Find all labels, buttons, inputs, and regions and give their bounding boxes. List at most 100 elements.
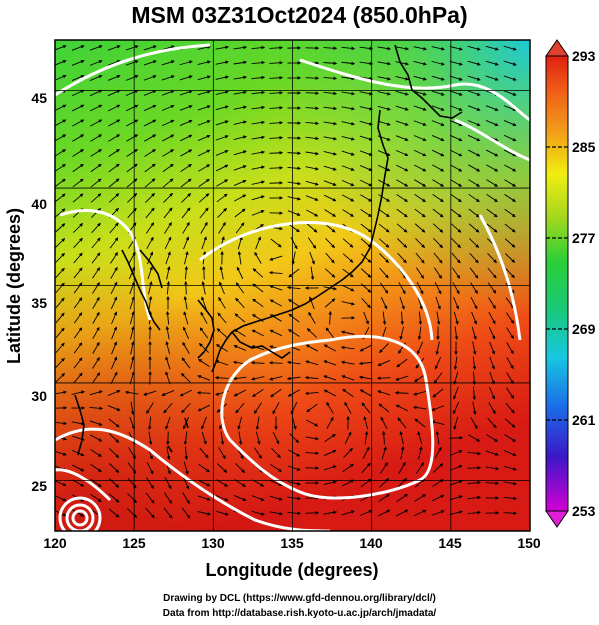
streamline-arrow: [127, 492, 137, 504]
streamline-arrow: [342, 253, 354, 263]
streamline-arrow: [503, 149, 517, 157]
streamline-arrow: [469, 238, 480, 248]
streamline-arrow: [323, 194, 337, 202]
streamline-arrow: [125, 60, 139, 66]
streamline-arrow: [55, 238, 66, 248]
streamline-arrow: [453, 296, 460, 310]
streamline-arrow: [108, 149, 120, 157]
streamline-arrow: [165, 416, 171, 430]
streamline-arrow: [90, 193, 102, 203]
streamline-arrow: [146, 251, 154, 265]
streamline-arrow: [254, 402, 262, 414]
streamline-arrow: [91, 267, 101, 279]
streamline-arrow: [417, 326, 422, 341]
streamline-arrow: [107, 75, 121, 81]
streamline-arrow: [235, 297, 245, 309]
streamline-arrow: [270, 464, 282, 472]
streamline-arrow: [269, 511, 283, 516]
streamline-arrow: [72, 119, 85, 127]
streamline-arrow: [359, 120, 373, 126]
streamline-arrow: [503, 60, 517, 66]
streamline-arrow: [290, 237, 298, 250]
streamline-arrow: [143, 75, 157, 81]
streamline-arrow: [485, 120, 499, 127]
streamline-arrow: [55, 357, 65, 369]
streamline-arrow: [90, 149, 102, 157]
streamline-arrow: [398, 282, 406, 295]
temperature-field: [55, 40, 530, 531]
streamline-arrow: [341, 375, 355, 381]
streamline-arrow: [305, 166, 319, 171]
streamline-arrow: [450, 208, 462, 218]
streamline-arrow: [397, 252, 407, 264]
y-axis-label: Latitude (degrees): [4, 208, 24, 364]
streamline-arrow: [342, 268, 354, 278]
streamline-arrow: [451, 267, 461, 279]
streamline-arrow: [413, 135, 427, 142]
streamline-arrow: [233, 389, 246, 397]
colorbar-label: 253: [572, 503, 596, 519]
streamline-arrow: [161, 390, 175, 396]
streamline-arrow: [198, 358, 210, 368]
streamline-arrow: [449, 510, 463, 516]
streamline-arrow: [197, 105, 211, 111]
streamline-arrow: [73, 237, 83, 249]
streamline-arrow: [233, 90, 247, 95]
streamline-arrow: [360, 283, 372, 293]
streamline-arrow: [55, 178, 66, 188]
streamline-arrow: [179, 134, 193, 142]
streamline-arrow: [324, 223, 336, 233]
streamline-arrow: [215, 510, 229, 516]
streamline-arrow: [55, 267, 65, 279]
streamline-arrow: [414, 223, 426, 233]
streamline-arrow: [182, 326, 189, 340]
streamline-arrow: [364, 430, 369, 445]
streamline-arrow: [55, 223, 66, 233]
streamline-arrow: [287, 196, 301, 201]
streamline-arrow: [396, 223, 408, 233]
streamline-arrow: [341, 165, 355, 171]
streamline-arrow: [376, 376, 391, 380]
streamline-arrow: [250, 361, 265, 365]
streamline-arrow: [324, 209, 337, 217]
streamline-arrow: [269, 329, 283, 337]
streamline-arrow: [304, 391, 319, 396]
streamline-arrow: [55, 312, 65, 324]
streamline-arrow: [400, 446, 405, 460]
streamline-arrow: [126, 178, 138, 188]
streamline-arrow: [251, 329, 265, 337]
streamline-arrow: [163, 192, 174, 203]
streamline-arrow: [469, 267, 479, 279]
streamline-arrow: [488, 326, 496, 340]
streamline-arrow: [395, 90, 409, 96]
streamline-arrow: [234, 313, 246, 323]
streamline-arrow: [323, 151, 337, 156]
streamline-arrow: [412, 405, 427, 410]
streamline-arrow: [341, 121, 355, 126]
streamline-arrow: [215, 360, 229, 366]
streamline-arrow: [377, 150, 391, 156]
y-axis: 25 30 35 40 45: [31, 90, 47, 494]
streamline-arrow: [218, 221, 226, 234]
streamline-arrow: [380, 462, 388, 474]
streamline-arrow: [342, 209, 354, 217]
colorbar-label: 269: [572, 321, 596, 337]
colorbar-top-arrow: [545, 39, 569, 57]
streamline-arrow: [377, 46, 392, 51]
streamline-arrow: [434, 267, 442, 279]
streamline-arrow: [398, 461, 406, 474]
streamline-arrow: [323, 180, 337, 186]
streamline-arrow: [179, 75, 193, 81]
streamline-arrow: [165, 251, 171, 265]
streamline-arrow: [55, 45, 67, 51]
streamline-arrow: [233, 329, 246, 337]
streamline-arrow: [305, 436, 319, 441]
streamline-arrow: [467, 120, 481, 127]
streamline-arrow: [415, 267, 425, 279]
streamline-arrow: [179, 389, 193, 397]
streamline-arrow: [286, 360, 301, 365]
streamline-arrow: [108, 493, 120, 503]
streamline-arrow: [130, 341, 135, 355]
streamline-arrow: [251, 195, 265, 201]
streamline-arrow: [125, 75, 139, 81]
